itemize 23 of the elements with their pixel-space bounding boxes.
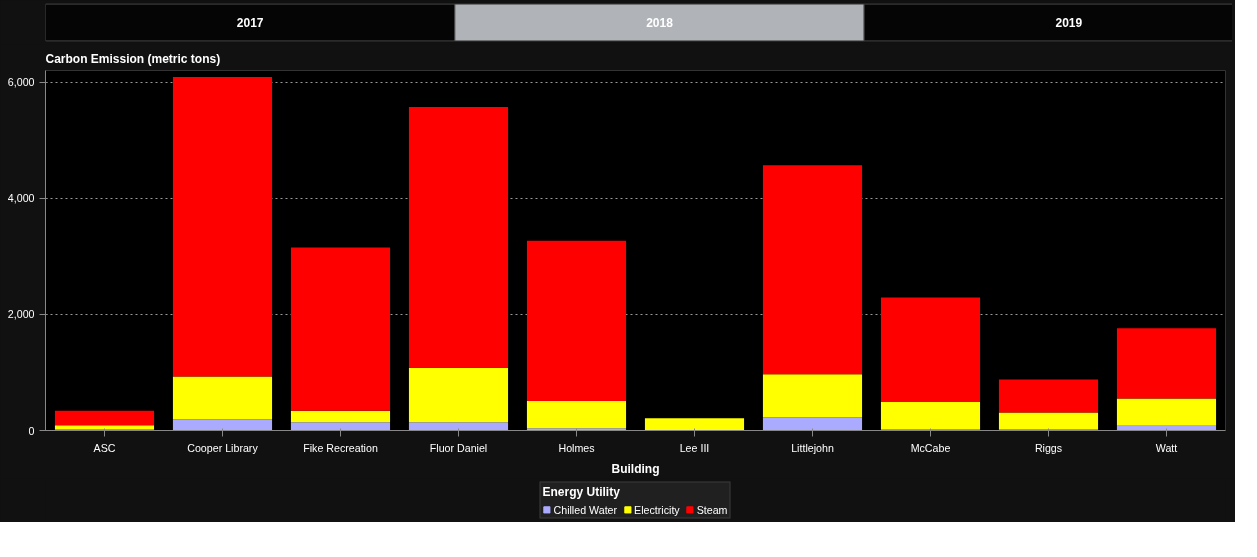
- y-axis-title: Carbon Emission (metric tons): [45, 51, 221, 66]
- y-tick-label: 2,000: [7, 308, 35, 321]
- y-tick-label: 6,000: [7, 76, 35, 89]
- x-tick-label: McCabe: [910, 441, 951, 454]
- x-tick-label: Lee III: [679, 441, 710, 454]
- text: 2019: [1055, 16, 1083, 30]
- y-tick-label: 0: [28, 424, 35, 437]
- x-tick-label: Fluor Daniel: [429, 441, 488, 454]
- text: 2017: [236, 16, 264, 30]
- legend-label: Electricity: [634, 503, 680, 516]
- legend-label: Chilled Water: [553, 503, 618, 516]
- x-tick-label: Cooper Library: [187, 441, 259, 454]
- legend-label: Steam: [696, 503, 728, 516]
- x-tick-label: Holmes: [558, 441, 595, 454]
- x-tick-label: Littlejohn: [791, 441, 834, 454]
- x-axis-title: Building: [611, 461, 660, 476]
- legend-title: Energy Utility: [542, 484, 621, 499]
- text: 2018: [646, 16, 674, 30]
- x-tick-label: Fike Recreation: [303, 441, 378, 454]
- y-tick-label: 4,000: [7, 192, 35, 205]
- x-tick-label: ASC: [93, 441, 116, 454]
- x-tick-label: Riggs: [1034, 441, 1063, 454]
- x-tick-label: Watt: [1155, 441, 1178, 454]
